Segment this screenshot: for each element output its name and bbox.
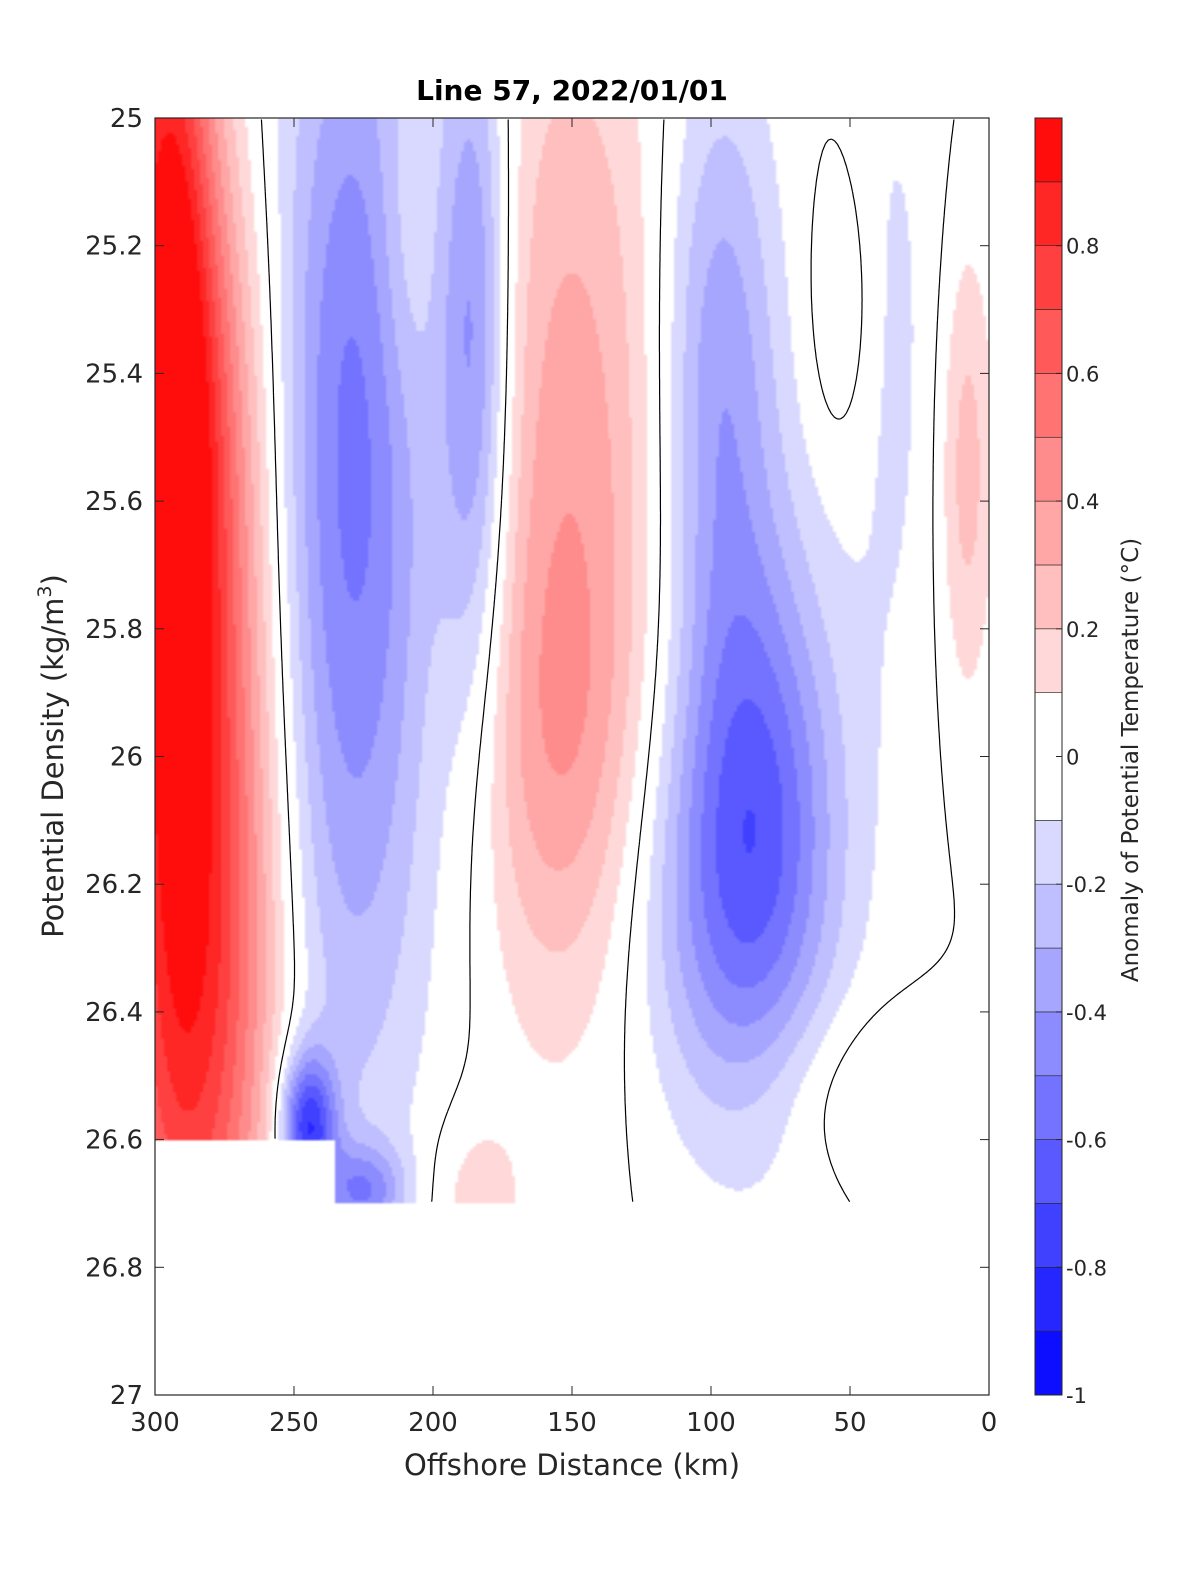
colorbar-band [1034, 1203, 1063, 1268]
colorbar-band [1034, 1139, 1063, 1204]
y-tick-label: 25.6 [85, 487, 143, 517]
x-tick-label: 200 [408, 1408, 458, 1438]
colorbar-tick-label: -1 [1066, 1384, 1087, 1408]
anomaly-heatmap [155, 118, 989, 1395]
chart-title: Line 57, 2022/01/01 [416, 74, 728, 107]
colorbar-ticks: -1 -0.8 -0.6 -0.4 -0.2 0 0.2 0.4 0.6 0.8 [1056, 235, 1107, 1408]
colorbar: -1 -0.8 -0.6 -0.4 -0.2 0 0.2 0.4 0.6 0.8 [1034, 117, 1107, 1408]
y-tick-label: 27 [110, 1381, 143, 1411]
y-tick-label: 25 [110, 104, 143, 134]
x-tick-label: 0 [981, 1408, 998, 1438]
colorbar-band [1034, 820, 1063, 885]
y-tick-label: 25.2 [85, 232, 143, 262]
y-tick-label: 26 [110, 743, 143, 773]
colorbar-band [1034, 1330, 1063, 1396]
colorbar-band [1034, 564, 1063, 630]
x-tick-label: 300 [130, 1408, 180, 1438]
colorbar-tick-label: -0.6 [1066, 1129, 1107, 1153]
x-tick-label: 100 [686, 1408, 736, 1438]
y-tick-label: 25.8 [85, 615, 143, 645]
zero-contour-line [260, 119, 956, 1203]
colorbar-tick-label: 0.8 [1066, 235, 1099, 259]
colorbar-tick-label: 0.4 [1066, 490, 1099, 514]
colorbar-band [1034, 883, 1063, 949]
x-tick-label: 150 [547, 1408, 597, 1438]
x-axis: 300 250 200 150 100 50 0 [130, 118, 997, 1438]
colorbar-tick-label: -0.4 [1066, 1001, 1107, 1025]
x-tick-label: 250 [269, 1408, 319, 1438]
colorbar-band [1034, 1011, 1063, 1077]
y-tick-label: 25.4 [85, 359, 143, 389]
colorbar-band [1034, 436, 1063, 502]
y-axis-label-base: Potential Density (kg/m [36, 598, 70, 938]
y-tick-label: 26.4 [85, 998, 143, 1028]
colorbar-tick-label: 0 [1066, 746, 1079, 770]
colorbar-label: Anomaly of Potential Temperature (°C) [1118, 538, 1144, 982]
x-axis-label: Offshore Distance (km) [404, 1448, 740, 1482]
y-tick-label: 26.8 [85, 1253, 143, 1283]
colorbar-band [1034, 1075, 1063, 1140]
colorbar-tick-label: -0.2 [1066, 873, 1107, 897]
zero-contours [260, 119, 956, 1203]
colorbar-band [1034, 500, 1063, 566]
y-tick-label: 26.6 [85, 1126, 143, 1156]
colorbar-tick-label: 0.6 [1066, 362, 1099, 386]
y-axis: 25 25.2 25.4 25.6 25.8 26 26.2 26.4 26.6 26.8 27 [85, 104, 989, 1411]
colorbar-band [1034, 373, 1063, 438]
plot-area: 300 250 200 150 100 50 0 2525.225.425.625.8262… [85, 104, 997, 1438]
x-tick-label: 50 [833, 1408, 866, 1438]
colorbar-band [1034, 245, 1063, 310]
colorbar-tick-label: -0.8 [1066, 1256, 1107, 1280]
colorbar-band [1034, 947, 1063, 1013]
colorbar-tick-label: 0.2 [1066, 618, 1099, 642]
colorbar-band [1034, 181, 1063, 247]
colorbar-band [1034, 628, 1063, 693]
colorbar-band [1034, 1267, 1063, 1332]
colorbar-bands [1034, 117, 1063, 1396]
colorbar-band [1034, 117, 1063, 183]
y-axis-label-tail: ) [36, 574, 70, 585]
colorbar-band [1034, 309, 1063, 374]
y-tick-label: 26.2 [85, 870, 143, 900]
y-axis-label-superscript: 3 [34, 585, 56, 597]
y-axis-label: Potential Density (kg/m3) [34, 574, 70, 938]
